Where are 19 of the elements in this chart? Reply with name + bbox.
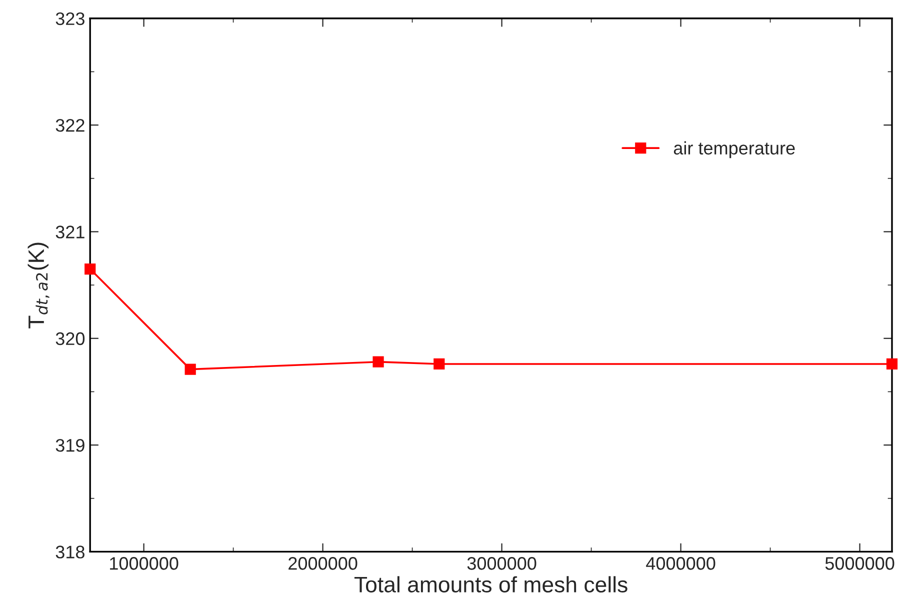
- x-axis-title: Total amounts of mesh cells: [354, 576, 628, 592]
- x-tick-label: 5000000: [825, 557, 894, 570]
- x-tick-label: 4000000: [646, 557, 716, 570]
- legend-label: air temperature: [674, 141, 795, 158]
- point: [84, 263, 96, 275]
- point: [372, 356, 384, 368]
- x-tick-label: 1000000: [110, 557, 178, 570]
- y-tick-label: 318: [56, 546, 84, 558]
- y-tick-label: 319: [56, 438, 84, 452]
- y-tick-label: 322: [56, 118, 84, 132]
- y-axis-title: T$_{dt,a2}$(K): [28, 242, 50, 328]
- x-tick-label: 2000000: [288, 557, 358, 570]
- point: [886, 358, 898, 370]
- y-tick-label: 321: [56, 226, 84, 238]
- point: [184, 364, 196, 375]
- y-tick-label: 320: [56, 332, 85, 346]
- x-tick-label: 3000000: [467, 557, 536, 570]
- point: [434, 358, 445, 370]
- y-tick-label: 323: [56, 12, 84, 26]
